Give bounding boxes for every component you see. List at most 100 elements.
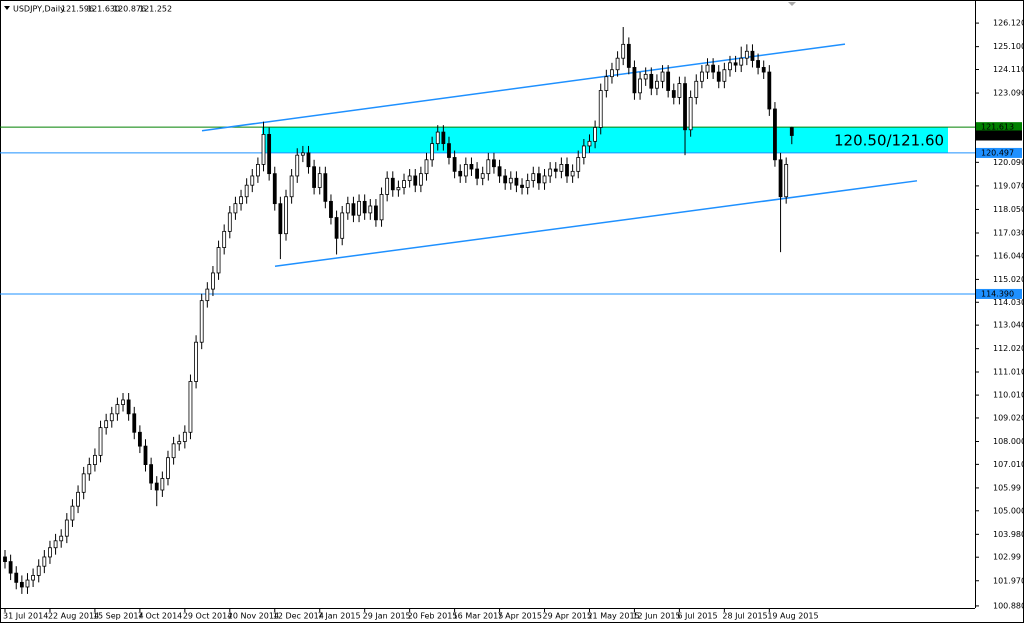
candle-body <box>3 556 7 562</box>
candle-body <box>638 78 642 94</box>
last-price-box <box>976 130 1022 141</box>
candle-body <box>683 83 687 131</box>
x-tick-label: 16 Mar 2015 <box>453 612 504 621</box>
y-tick-label: 119.070 <box>993 181 1024 190</box>
candle-body <box>666 71 671 91</box>
candle-body <box>789 127 794 136</box>
y-tick-label: 100.880 <box>993 601 1024 610</box>
candle-body <box>565 164 569 177</box>
candle-body <box>537 173 541 184</box>
symbol-title: USDJPY,Daily <box>13 5 65 14</box>
candle-body <box>295 154 300 177</box>
trendline <box>201 43 846 132</box>
x-tick-label: 6 Jul 2015 <box>677 612 717 621</box>
candle-body <box>744 50 749 59</box>
y-tick-label: 125.100 <box>993 42 1024 51</box>
candle-body <box>542 175 547 184</box>
candle-body <box>441 131 446 145</box>
candle-body <box>93 454 97 466</box>
y-tick-label: 105.000 <box>993 506 1024 515</box>
candle-body <box>70 505 75 521</box>
candle-body <box>19 581 24 588</box>
candle-body <box>87 464 92 475</box>
candle-body <box>497 166 502 177</box>
candle-body <box>784 164 789 198</box>
x-tick-label: 15 Sep 2014 <box>93 612 144 621</box>
candle-body <box>222 230 227 248</box>
candle-body <box>239 196 243 205</box>
candle-body <box>390 177 395 191</box>
candle-body <box>480 173 485 179</box>
candle-body <box>278 203 283 235</box>
candle-body <box>188 381 193 433</box>
candle-body <box>773 108 777 161</box>
candle-body <box>194 341 198 382</box>
candle-body <box>143 445 148 466</box>
y-tick-label: 120.090 <box>993 158 1024 167</box>
candle-body <box>317 173 322 188</box>
y-tick-label: 123.090 <box>993 89 1024 98</box>
candle-body <box>570 170 575 177</box>
candle-body <box>671 90 676 98</box>
x-tick-label: 29 Jan 2015 <box>363 612 411 621</box>
last-price-label: 121.252 <box>981 131 1014 140</box>
y-tick-label: 109.020 <box>993 413 1024 422</box>
candle-body <box>463 164 468 177</box>
candle-body <box>36 565 41 576</box>
candle-body <box>211 272 215 290</box>
y-tick-label: 118.050 <box>993 205 1024 214</box>
candle-body <box>503 175 508 184</box>
candle-body <box>514 177 519 186</box>
candle-body <box>626 43 631 68</box>
candle-body <box>42 556 47 567</box>
x-tick-label: 12 Dec 2014 <box>273 612 324 621</box>
candle-body <box>722 69 727 82</box>
trendline <box>274 180 918 267</box>
candle-body <box>76 491 80 507</box>
candle-body <box>199 300 204 343</box>
candle-body <box>750 50 755 61</box>
candle-body <box>458 170 463 177</box>
candle-body <box>379 194 384 221</box>
y-tick-label: 116.040 <box>993 251 1024 260</box>
candle-body <box>469 164 474 170</box>
candle-body <box>53 540 58 549</box>
candle-body <box>312 166 317 188</box>
y-tick-label: 126.120 <box>993 19 1024 28</box>
x-tick-label: 29 Oct 2014 <box>183 612 232 621</box>
candle-body <box>171 443 176 459</box>
candle-body <box>357 200 361 216</box>
candle-body <box>660 71 665 82</box>
candle-body <box>452 157 457 172</box>
x-tick-label: 22 Aug 2014 <box>48 612 99 621</box>
candle-body <box>182 431 187 442</box>
candle-body <box>205 288 210 302</box>
candle-body <box>98 427 103 456</box>
x-tick-label: 19 Aug 2015 <box>767 612 818 621</box>
y-tick-label: 107.010 <box>993 460 1024 469</box>
y-tick-label: 113.040 <box>993 321 1024 330</box>
candle-body <box>284 196 288 235</box>
candle-body <box>374 205 378 221</box>
candle-body <box>345 203 350 214</box>
candle-body <box>604 76 609 91</box>
candle-body <box>385 177 390 195</box>
candle-body <box>25 579 30 588</box>
candle-body <box>424 159 429 175</box>
x-tick-label: 28 Jul 2015 <box>722 612 767 621</box>
candle-body <box>587 140 592 147</box>
candle-body <box>255 164 260 177</box>
candle-body <box>289 175 294 198</box>
candle-body <box>576 157 581 172</box>
y-tick-label: 103.980 <box>993 530 1024 539</box>
y-tick-label: 112.020 <box>993 344 1024 353</box>
candle-body <box>492 159 496 168</box>
y-tick-label: 102.99 <box>993 553 1021 562</box>
candle-body <box>340 212 345 239</box>
candle-body <box>329 200 333 218</box>
candle-body <box>677 83 682 98</box>
x-tick-label: 7 Jan 2015 <box>318 612 361 621</box>
level-price-box <box>976 122 1022 133</box>
candle-body <box>435 131 440 145</box>
candle-body <box>64 519 69 537</box>
